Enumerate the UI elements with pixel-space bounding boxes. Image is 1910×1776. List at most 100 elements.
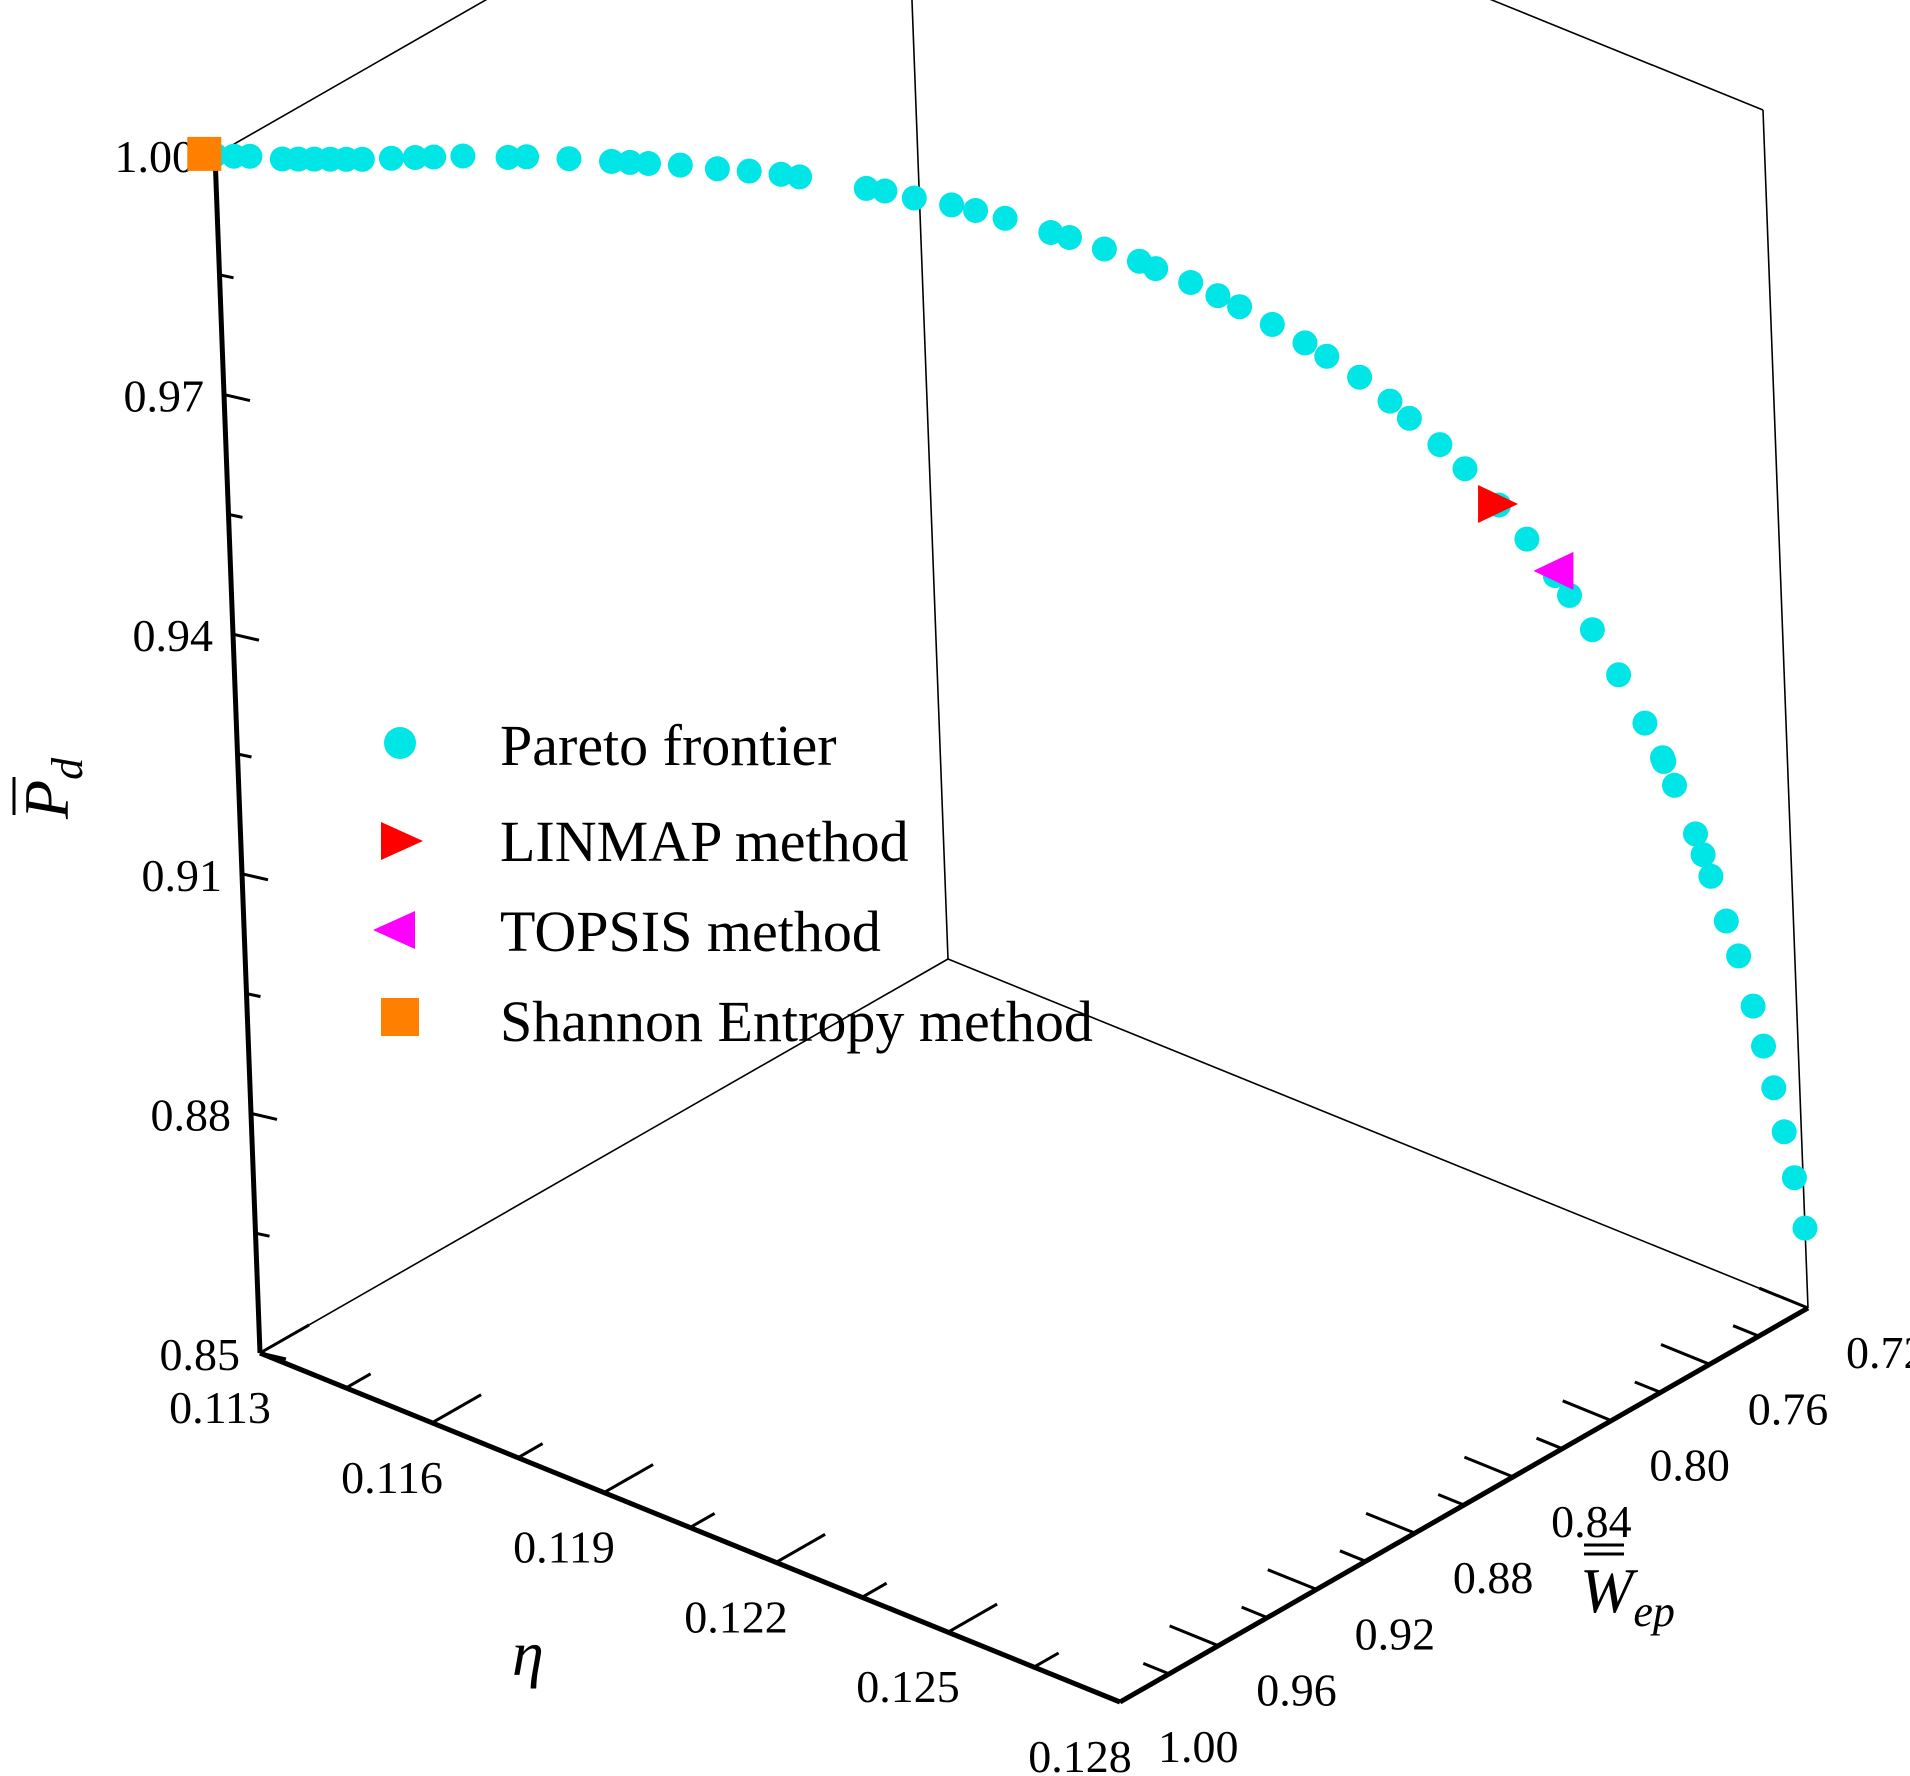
eta-tick <box>1033 1651 1060 1669</box>
wep-axis-label: Wep <box>1580 1555 1675 1636</box>
pareto-point <box>1781 1165 1807 1191</box>
shannon-entropy-point <box>187 136 222 171</box>
legend-label-pareto: Pareto frontier <box>500 713 837 778</box>
wep-tick <box>1142 1662 1170 1676</box>
eta-tick <box>259 1323 310 1355</box>
wep-tick-label: 0.88 <box>1453 1552 1534 1603</box>
pareto-point <box>872 178 898 204</box>
eta-tick <box>603 1463 654 1494</box>
pareto-point <box>1579 617 1605 643</box>
wep-tick <box>1070 1680 1121 1704</box>
pareto-point <box>1178 270 1204 295</box>
pareto-point <box>1726 943 1752 969</box>
legend-item-pareto: Pareto frontier <box>384 713 837 778</box>
pareto-point <box>378 145 404 171</box>
pareto-point <box>402 145 428 170</box>
pareto-point <box>636 151 661 176</box>
axis-title-eta: η <box>512 1618 544 1689</box>
pd-tick-label: 0.88 <box>151 1089 232 1140</box>
pareto-point <box>1606 662 1632 688</box>
wep-tick <box>1535 1436 1563 1451</box>
legend-label-topsis: TOPSIS method <box>500 899 881 964</box>
pareto-point <box>1792 1215 1818 1241</box>
wep-tick <box>1267 1568 1318 1591</box>
pd-tick <box>246 992 261 999</box>
pd-tick <box>232 632 260 642</box>
wep-tick <box>1562 1399 1612 1422</box>
pareto-point <box>1557 582 1582 608</box>
pd-axis-label: Pd <box>11 757 92 820</box>
data-markers <box>187 136 1818 1241</box>
pd-tick-label: 0.85 <box>160 1329 241 1380</box>
linmap-point <box>1478 484 1519 523</box>
pareto-point <box>1038 220 1064 245</box>
eta-tick <box>689 1512 716 1529</box>
eta-tick <box>775 1532 826 1564</box>
pareto-point <box>556 146 582 172</box>
box-edge-top-right <box>1489 0 1764 111</box>
wep-tick <box>1437 1493 1465 1507</box>
pareto-point <box>736 158 762 184</box>
wep-tick <box>1241 1605 1268 1619</box>
eta-tick-label: 0.122 <box>684 1591 788 1642</box>
pareto-point <box>495 144 521 170</box>
legend-item-shannon: Shannon Entropy method <box>381 989 1093 1054</box>
legend-label-shannon: Shannon Entropy method <box>500 989 1093 1054</box>
pareto-point <box>514 144 540 170</box>
wep-tick <box>1660 1343 1711 1366</box>
legend-label-linmap: LINMAP method <box>500 809 909 874</box>
pd-tick <box>237 752 252 759</box>
pareto-point <box>1751 1033 1776 1059</box>
box-edge-right-vertical <box>1762 109 1809 1309</box>
pareto-point <box>1314 343 1340 369</box>
eta-tick-label: 0.125 <box>856 1661 960 1712</box>
pareto-point <box>1143 256 1169 282</box>
pd-tick <box>228 512 243 519</box>
pareto-point <box>1771 1119 1797 1145</box>
legend: Pareto frontier LINMAP method TOPSIS met… <box>373 713 1093 1054</box>
pareto-point <box>1396 405 1422 431</box>
pareto-point <box>1259 311 1285 337</box>
legend-marker-shannon <box>381 998 419 1036</box>
pareto-point <box>1227 294 1253 320</box>
pareto-point <box>992 205 1018 231</box>
pareto-point <box>1292 330 1318 356</box>
eta-tick <box>861 1581 888 1599</box>
axis-tick-labels: 0.113 0.116 0.119 0.122 0.125 0.128 0.72 0.76 0.… <box>115 131 1910 1776</box>
pareto-point <box>617 149 643 175</box>
axis-ticks <box>214 153 1809 1704</box>
pareto-point <box>1057 225 1082 250</box>
pareto-point <box>599 148 624 174</box>
wep-tick-label: 0.84 <box>1551 1496 1632 1547</box>
wep-tick <box>1634 1380 1662 1394</box>
legend-item-linmap: LINMAP method <box>381 809 909 874</box>
legend-marker-topsis <box>373 911 415 949</box>
axis-title-wep: Wep <box>1580 1543 1675 1636</box>
legend-marker-pareto <box>384 727 416 759</box>
pareto-point <box>1740 993 1766 1019</box>
wep-tick <box>1339 1549 1367 1563</box>
wep-tick <box>1758 1286 1809 1310</box>
box-edge-bottom-right <box>947 958 1809 1309</box>
pareto-point <box>667 152 693 178</box>
wep-tick-label: 0.76 <box>1748 1383 1829 1434</box>
pareto-point <box>768 161 794 187</box>
pareto-point <box>237 143 263 169</box>
box-edge-top-left <box>214 0 488 156</box>
pareto-point <box>1347 364 1373 390</box>
axes-box <box>212 0 1810 1705</box>
pareto-point <box>1662 772 1687 798</box>
wep-tick-label: 0.96 <box>1256 1665 1337 1716</box>
pd-tick-label: 0.97 <box>124 371 205 422</box>
box-edge-bottom-left <box>259 958 949 1354</box>
pd-tick <box>255 1231 270 1238</box>
pareto-point <box>1761 1075 1787 1101</box>
eta-tick-label: 0.119 <box>513 1522 615 1573</box>
pareto-point <box>1690 842 1716 868</box>
box-edge-back-vertical <box>911 0 949 960</box>
pareto-point <box>1651 748 1677 774</box>
eta-tick-label: 0.113 <box>169 1382 271 1433</box>
pareto-point <box>349 146 375 172</box>
pd-tick-label: 0.94 <box>133 610 214 661</box>
